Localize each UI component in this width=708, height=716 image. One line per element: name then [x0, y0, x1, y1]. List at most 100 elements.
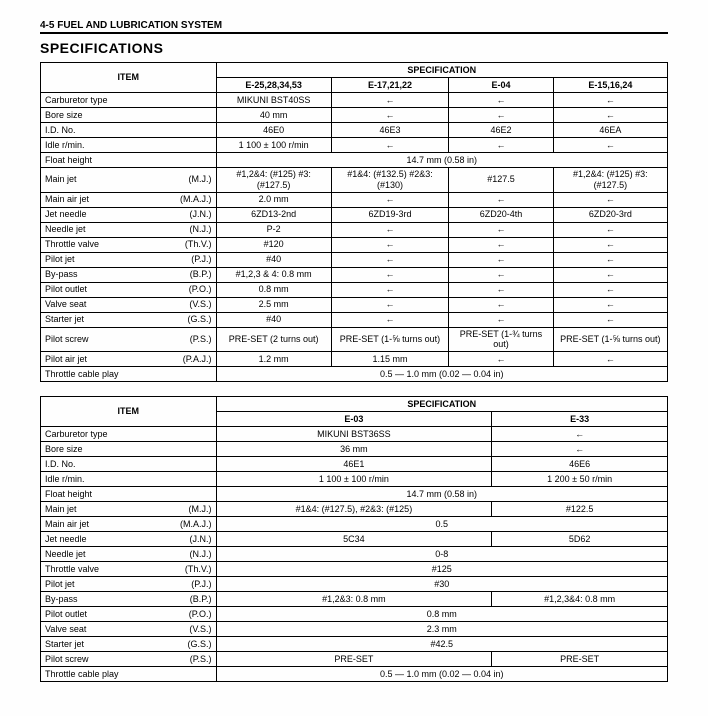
- table-row: By-pass(B.P.)#1,2&3: 0.8 mm#1,2,3&4: 0.8…: [41, 592, 668, 607]
- spec-cell: #42.5: [216, 637, 667, 652]
- spec-cell: ←: [331, 267, 449, 282]
- spec-cell: ←: [449, 93, 553, 108]
- spec-cell: #122.5: [492, 502, 668, 517]
- spec-cell: ←: [331, 252, 449, 267]
- spec-cell: ←: [331, 237, 449, 252]
- item-name: Idle r/min.: [41, 138, 166, 153]
- item-name: Needle jet: [41, 222, 166, 237]
- spec-cell: #40: [216, 252, 331, 267]
- item-abbr: (Th.V.): [166, 237, 216, 252]
- item-name: Pilot outlet: [41, 282, 166, 297]
- spec-cell: ←: [449, 108, 553, 123]
- page-header: 4-5 FUEL AND LUBRICATION SYSTEM: [40, 20, 668, 34]
- item-name: Pilot outlet: [41, 607, 166, 622]
- spec-cell: 0.8 mm: [216, 607, 667, 622]
- table-row: Carburetor typeMIKUNI BST36SS←: [41, 427, 668, 442]
- spec-cell: #1,2,3 & 4: 0.8 mm: [216, 267, 331, 282]
- table-row: Starter jet(G.S.)#40←←←: [41, 312, 668, 327]
- spec-cell: ←: [553, 93, 667, 108]
- col-header: E-04: [449, 78, 553, 93]
- table-row: By-pass(B.P.)#1,2,3 & 4: 0.8 mm←←←: [41, 267, 668, 282]
- table-row: Main jet(M.J.)#1,2&4: (#125) #3: (#127.5…: [41, 168, 668, 193]
- item-abbr: [166, 367, 216, 382]
- item-abbr: [166, 138, 216, 153]
- spec-cell: 46E2: [449, 123, 553, 138]
- item-abbr: [166, 427, 216, 442]
- item-header: ITEM: [41, 63, 217, 93]
- table-row: Idle r/min.1 100 ± 100 r/min1 200 ± 50 r…: [41, 472, 668, 487]
- spec-header: SPECIFICATION: [216, 397, 667, 412]
- spec-cell: PRE-SET (1-¾ turns out): [449, 327, 553, 352]
- spec-cell: ←: [553, 222, 667, 237]
- spec-cell: ←: [492, 427, 668, 442]
- spec-cell: 0.8 mm: [216, 282, 331, 297]
- item-name: Bore size: [41, 442, 166, 457]
- item-name: Valve seat: [41, 297, 166, 312]
- table-row: Valve seat(V.S.)2.3 mm: [41, 622, 668, 637]
- table-row: Pilot jet(P.J.)#40←←←: [41, 252, 668, 267]
- table-row: Bore size40 mm←←←: [41, 108, 668, 123]
- spec-cell: 6ZD20-4th: [449, 207, 553, 222]
- spec-cell: MIKUNI BST40SS: [216, 93, 331, 108]
- table-row: Pilot outlet(P.O.)0.8 mm←←←: [41, 282, 668, 297]
- item-abbr: [166, 153, 216, 168]
- spec-cell: #30: [216, 577, 667, 592]
- item-name: Jet needle: [41, 207, 166, 222]
- table-row: Float height14.7 mm (0.58 in): [41, 487, 668, 502]
- spec-cell: ←: [449, 222, 553, 237]
- spec-cell: ←: [449, 138, 553, 153]
- spec-cell: #125: [216, 562, 667, 577]
- table-row: Pilot screw(P.S.)PRE-SETPRE-SET: [41, 652, 668, 667]
- item-abbr: (P.J.): [166, 252, 216, 267]
- spec-cell: 0.5: [216, 517, 667, 532]
- spec-cell: 2.0 mm: [216, 192, 331, 207]
- item-name: Carburetor type: [41, 93, 166, 108]
- item-name: Main jet: [41, 502, 166, 517]
- table-row: Pilot jet(P.J.)#30: [41, 577, 668, 592]
- table-row: Needle jet(N.J.)0-8: [41, 547, 668, 562]
- spec-cell: 0.5 — 1.0 mm (0.02 — 0.04 in): [216, 367, 667, 382]
- spec-cell: ←: [553, 282, 667, 297]
- item-name: Bore size: [41, 108, 166, 123]
- item-name: By-pass: [41, 592, 166, 607]
- item-name: Idle r/min.: [41, 472, 166, 487]
- spec-cell: ←: [449, 192, 553, 207]
- item-abbr: [166, 667, 216, 682]
- item-name: Pilot jet: [41, 252, 166, 267]
- spec-cell: 40 mm: [216, 108, 331, 123]
- spec-cell: 1.15 mm: [331, 352, 449, 367]
- spec-cell: ←: [331, 282, 449, 297]
- spec-cell: ←: [553, 252, 667, 267]
- spec-cell: #40: [216, 312, 331, 327]
- spec-cell: PRE-SET (1-⅝ turns out): [331, 327, 449, 352]
- item-name: Pilot screw: [41, 652, 166, 667]
- item-name: Throttle cable play: [41, 667, 166, 682]
- table-row: Throttle cable play 0.5 — 1.0 mm (0.02 — …: [41, 667, 668, 682]
- spec-cell: 14.7 mm (0.58 in): [216, 153, 667, 168]
- spec-cell: ←: [331, 222, 449, 237]
- spec-cell: 46E3: [331, 123, 449, 138]
- table-row: Needle jet(N.J.)P-2←←←: [41, 222, 668, 237]
- spec-cell: 0.5 — 1.0 mm (0.02 — 0.04 in): [216, 667, 667, 682]
- table-row: Throttle cable play0.5 — 1.0 mm (0.02 — …: [41, 367, 668, 382]
- spec-cell: 6ZD20-3rd: [553, 207, 667, 222]
- spec-cell: ←: [449, 312, 553, 327]
- spec-cell: ←: [492, 442, 668, 457]
- item-abbr: (M.A.J.): [166, 517, 216, 532]
- item-name: Pilot screw: [41, 327, 166, 352]
- spec-cell: 46E0: [216, 123, 331, 138]
- spec-cell: 1 100 ± 100 r/min: [216, 472, 492, 487]
- item-abbr: [166, 123, 216, 138]
- spec-cell: 5D62: [492, 532, 668, 547]
- col-header: E-15,16,24: [553, 78, 667, 93]
- table-row: Pilot air jet(P.A.J.)1.2 mm1.15 mm←←: [41, 352, 668, 367]
- item-name: By-pass: [41, 267, 166, 282]
- item-abbr: (P.A.J.): [166, 352, 216, 367]
- spec-cell: ←: [331, 192, 449, 207]
- item-abbr: [166, 108, 216, 123]
- spec-cell: ←: [553, 192, 667, 207]
- item-abbr: (G.S.): [166, 637, 216, 652]
- item-abbr: [166, 487, 216, 502]
- table-row: Pilot outlet(P.O.)0.8 mm: [41, 607, 668, 622]
- spec-cell: 46EA: [553, 123, 667, 138]
